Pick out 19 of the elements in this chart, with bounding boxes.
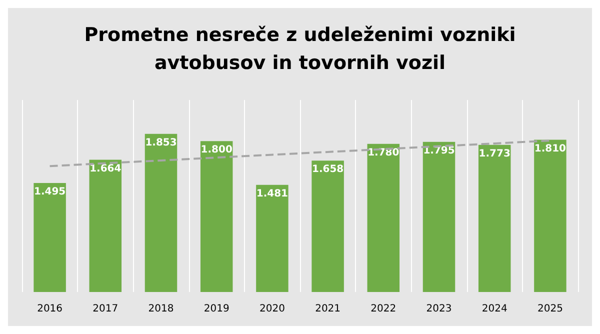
x-tick-label: 2020 bbox=[259, 304, 285, 314]
x-tick-label: 2018 bbox=[148, 304, 174, 314]
data-label: 1.773 bbox=[478, 148, 510, 160]
x-tick-label: 2016 bbox=[37, 304, 63, 314]
data-label: 1.481 bbox=[256, 188, 288, 200]
x-tick-label: 2025 bbox=[537, 304, 563, 314]
data-label: 1.658 bbox=[312, 164, 344, 176]
data-label: 1.664 bbox=[90, 163, 122, 174]
data-label: 1.853 bbox=[145, 137, 177, 148]
x-tick-label: 2023 bbox=[426, 304, 452, 314]
x-tick-label: 2024 bbox=[482, 304, 508, 314]
x-tick-label: 2017 bbox=[92, 304, 118, 314]
data-label: 1.495 bbox=[34, 186, 66, 198]
data-label: 1.810 bbox=[534, 143, 566, 154]
x-tick-label: 2019 bbox=[204, 304, 230, 314]
chart-title: Prometne nesreče z udeleženimi vozniki avtobusov in tovornih vozil bbox=[84, 24, 516, 74]
x-tick-label: 2022 bbox=[370, 304, 396, 314]
x-tick-label: 2021 bbox=[315, 304, 341, 314]
data-label: 1.800 bbox=[200, 144, 232, 156]
